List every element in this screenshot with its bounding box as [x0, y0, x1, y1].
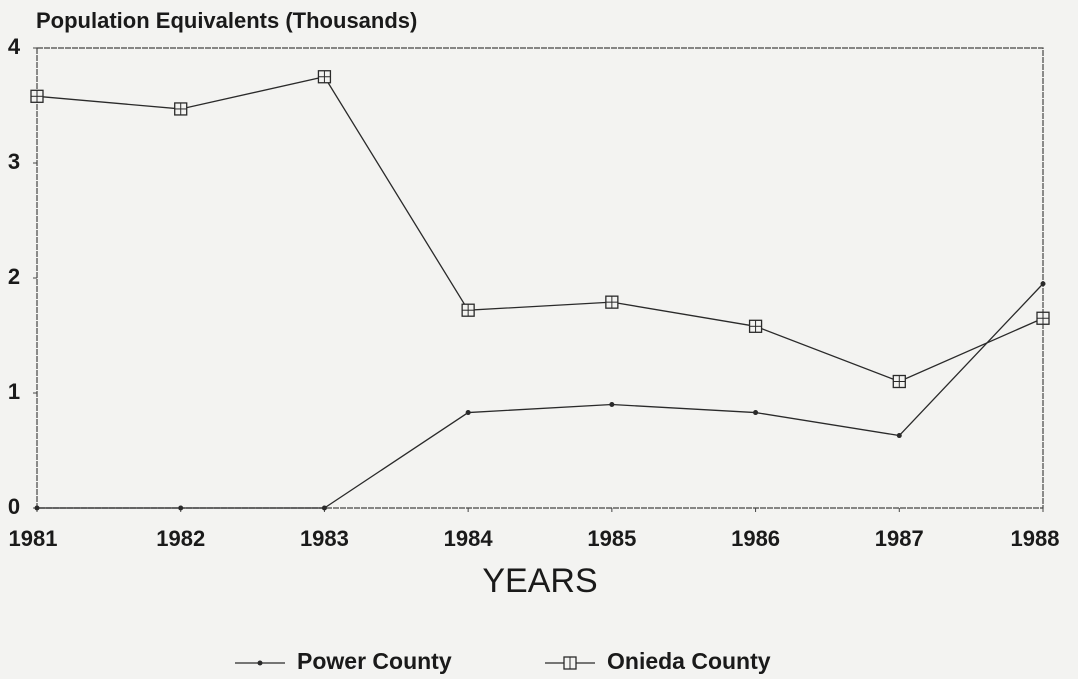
x-tick-label: 1982: [156, 526, 205, 551]
x-tick-label: 1983: [300, 526, 349, 551]
data-point: [461, 303, 475, 317]
y-tick-label: 3: [8, 149, 20, 174]
legend-label: Power County: [297, 648, 452, 674]
x-axis-label: YEARS: [482, 562, 597, 600]
data-point: [1036, 311, 1050, 325]
data-point: [34, 505, 40, 511]
data-point: [174, 102, 188, 116]
y-tick-label: 0: [8, 494, 20, 519]
data-point: [30, 89, 44, 103]
y-tick-label: 4: [8, 34, 21, 59]
data-point: [896, 433, 902, 439]
data-point: [605, 295, 619, 309]
data-point: [892, 374, 906, 389]
y-tick-label: 1: [8, 379, 20, 404]
x-tick-label: 1986: [731, 526, 780, 551]
data-point: [321, 505, 327, 511]
series-line: [36, 76, 1044, 383]
x-tick-label: 1987: [875, 526, 924, 551]
data-point: [465, 410, 471, 416]
data-point: [178, 505, 184, 511]
plot-frame: [36, 47, 1044, 509]
x-tick-label: 1988: [1011, 526, 1060, 551]
x-tick-label: 1981: [9, 526, 58, 551]
y-tick-label: 2: [8, 264, 20, 289]
x-tick-label: 1984: [444, 526, 494, 551]
data-point: [609, 402, 615, 407]
legend-marker: [257, 660, 263, 666]
legend-label: Onieda County: [607, 648, 771, 674]
series-line: [37, 283, 1044, 509]
data-point: [317, 70, 332, 84]
x-tick-label: 1985: [587, 526, 636, 551]
data-point: [1040, 281, 1046, 287]
chart-title: Population Equivalents (Thousands): [36, 8, 417, 33]
data-point: [753, 410, 759, 416]
data-point: [748, 319, 763, 333]
